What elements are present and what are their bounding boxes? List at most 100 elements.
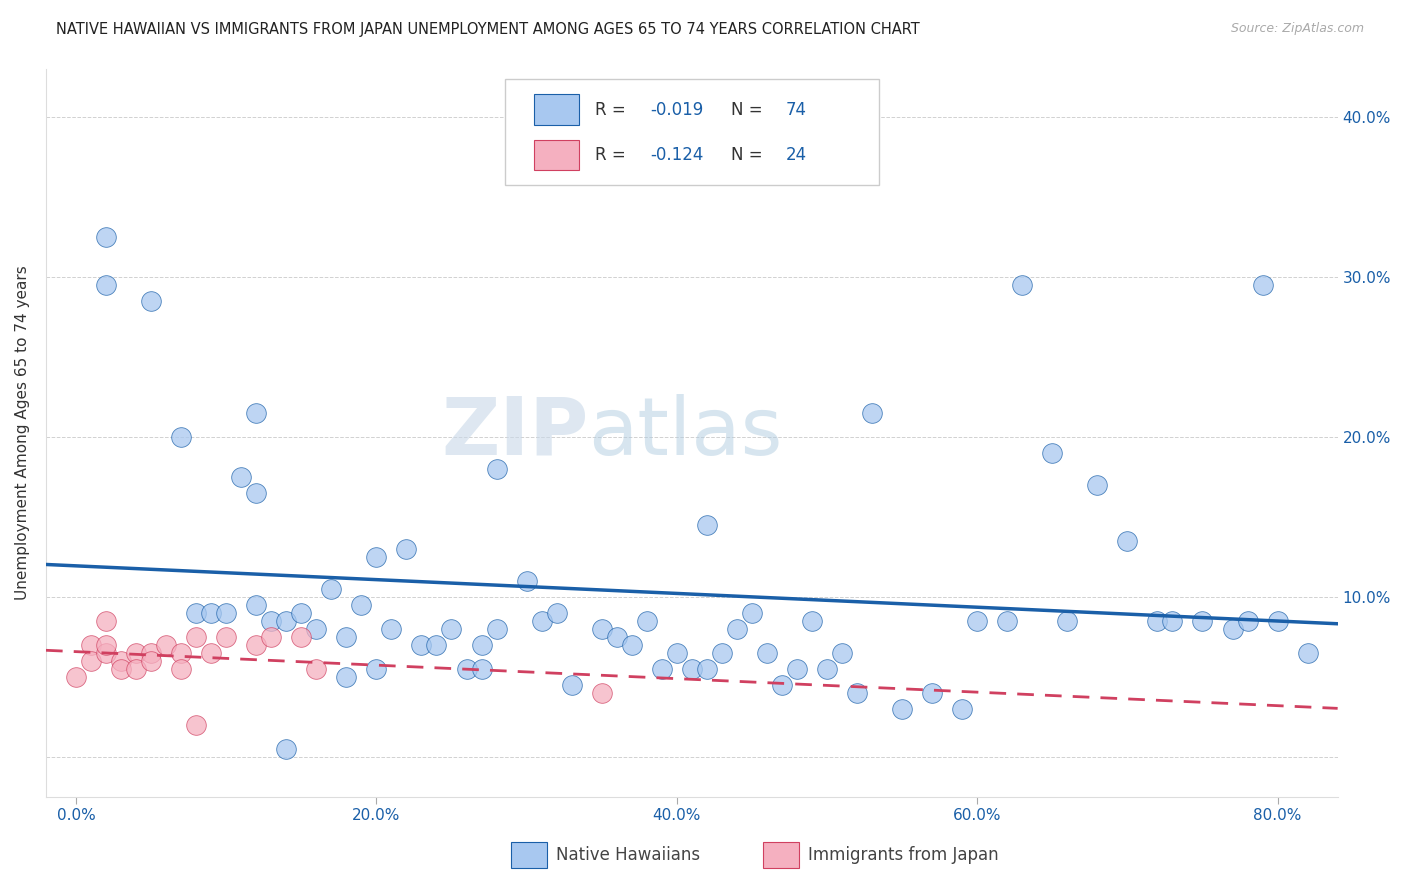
Point xyxy=(470,638,492,652)
Point xyxy=(995,614,1018,628)
Point xyxy=(200,646,222,660)
Point xyxy=(335,670,357,684)
Point xyxy=(260,630,283,644)
Point xyxy=(155,638,177,652)
Point xyxy=(1040,445,1063,459)
Point xyxy=(276,741,298,756)
Point xyxy=(290,606,312,620)
Point xyxy=(966,614,988,628)
Text: -0.124: -0.124 xyxy=(651,146,704,164)
Point xyxy=(770,678,793,692)
Point xyxy=(1161,614,1184,628)
Point xyxy=(380,622,402,636)
Point xyxy=(411,638,433,652)
Point xyxy=(1085,477,1108,491)
Point xyxy=(186,717,208,731)
Point xyxy=(950,701,973,715)
Point xyxy=(110,654,132,668)
Point xyxy=(516,574,538,588)
Point xyxy=(139,654,162,668)
Point xyxy=(456,662,478,676)
Point xyxy=(65,670,87,684)
Point xyxy=(1296,646,1319,660)
Point xyxy=(94,638,117,652)
Point xyxy=(80,638,103,652)
Point xyxy=(800,614,823,628)
Point xyxy=(561,678,583,692)
Point xyxy=(170,646,193,660)
Point xyxy=(139,646,162,660)
Point xyxy=(725,622,748,636)
Point xyxy=(710,646,733,660)
Point xyxy=(276,614,298,628)
Point xyxy=(1222,622,1244,636)
Point xyxy=(846,686,869,700)
Text: 24: 24 xyxy=(786,146,807,164)
Text: R =: R = xyxy=(595,146,631,164)
Point xyxy=(1251,277,1274,292)
Point xyxy=(186,630,208,644)
Point xyxy=(1267,614,1289,628)
Bar xyxy=(510,842,547,868)
Text: Source: ZipAtlas.com: Source: ZipAtlas.com xyxy=(1230,22,1364,36)
Point xyxy=(530,614,553,628)
Point xyxy=(260,614,283,628)
Point xyxy=(440,622,463,636)
Point xyxy=(366,549,388,564)
Text: N =: N = xyxy=(731,101,768,119)
Point xyxy=(696,517,718,532)
Point xyxy=(350,598,373,612)
Bar xyxy=(534,139,579,170)
Text: N =: N = xyxy=(731,146,768,164)
Point xyxy=(305,622,328,636)
Point xyxy=(321,582,343,596)
FancyBboxPatch shape xyxy=(505,79,879,185)
Point xyxy=(591,622,613,636)
Text: Native Hawaiians: Native Hawaiians xyxy=(557,846,700,864)
Point xyxy=(170,429,193,443)
Point xyxy=(891,701,914,715)
Point xyxy=(200,606,222,620)
Point xyxy=(245,485,267,500)
Point xyxy=(831,646,853,660)
Text: -0.019: -0.019 xyxy=(651,101,704,119)
Point xyxy=(186,606,208,620)
Point xyxy=(815,662,838,676)
Text: R =: R = xyxy=(595,101,631,119)
Point xyxy=(305,662,328,676)
Point xyxy=(696,662,718,676)
Point xyxy=(546,606,568,620)
Point xyxy=(215,630,238,644)
Point xyxy=(755,646,778,660)
Point xyxy=(786,662,808,676)
Point xyxy=(170,662,193,676)
Point xyxy=(366,662,388,676)
Text: ZIP: ZIP xyxy=(441,393,589,472)
Point xyxy=(395,541,418,556)
Point xyxy=(139,293,162,308)
Point xyxy=(94,614,117,628)
Point xyxy=(245,598,267,612)
Point xyxy=(290,630,312,644)
Point xyxy=(1191,614,1213,628)
Point xyxy=(741,606,763,620)
Point xyxy=(470,662,492,676)
Point xyxy=(335,630,357,644)
Point xyxy=(231,469,253,483)
Text: atlas: atlas xyxy=(589,393,783,472)
Point xyxy=(1116,533,1139,548)
Bar xyxy=(763,842,799,868)
Point xyxy=(636,614,658,628)
Text: Immigrants from Japan: Immigrants from Japan xyxy=(808,846,998,864)
Point xyxy=(620,638,643,652)
Point xyxy=(125,662,148,676)
Point xyxy=(1146,614,1168,628)
Point xyxy=(1056,614,1078,628)
Point xyxy=(94,229,117,244)
Point xyxy=(125,646,148,660)
Text: 74: 74 xyxy=(786,101,807,119)
Point xyxy=(665,646,688,660)
Point xyxy=(591,686,613,700)
Point xyxy=(94,646,117,660)
Point xyxy=(215,606,238,620)
